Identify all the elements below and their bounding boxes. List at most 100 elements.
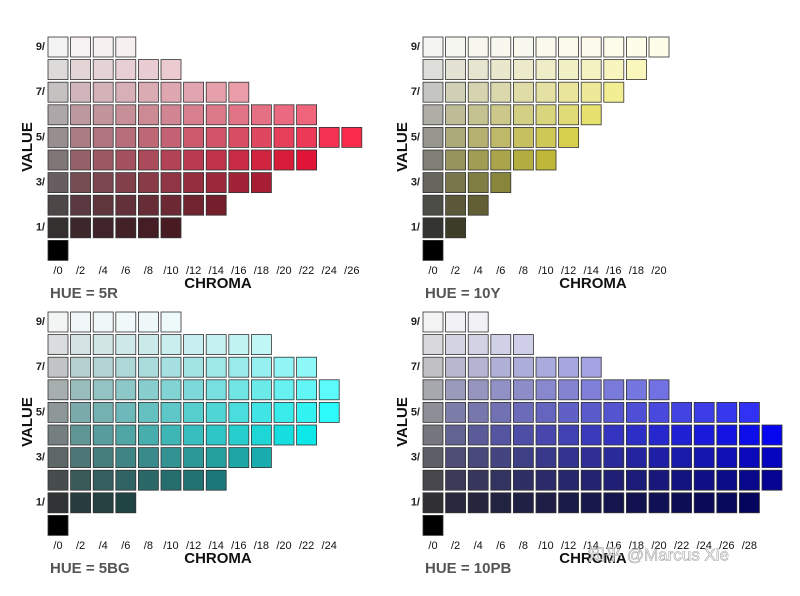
swatch — [626, 424, 647, 446]
swatch — [228, 356, 250, 378]
swatch — [467, 469, 489, 491]
swatch — [183, 447, 205, 469]
swatch — [183, 469, 205, 491]
swatch — [626, 469, 647, 491]
swatch — [115, 36, 137, 58]
swatch — [422, 469, 444, 491]
value-tick-label: 5/ — [36, 406, 45, 418]
swatch — [205, 127, 227, 148]
swatch — [70, 81, 91, 103]
swatch — [115, 401, 137, 423]
chroma-tick-label: /6 — [496, 540, 505, 552]
swatch — [115, 311, 137, 333]
swatch — [648, 401, 670, 423]
swatch — [422, 447, 444, 469]
swatch — [422, 127, 444, 148]
swatch — [250, 424, 272, 446]
value-axis-title: VALUE — [394, 397, 411, 447]
value-tick-label: 9/ — [411, 41, 420, 53]
swatch — [137, 172, 159, 194]
swatch — [490, 149, 512, 171]
swatch — [626, 59, 647, 80]
chroma-tick-label: /24 — [322, 540, 337, 552]
swatch — [70, 172, 91, 194]
swatch — [490, 492, 512, 514]
chroma-tick-label: /26 — [344, 265, 359, 277]
swatch — [580, 356, 602, 378]
swatch — [445, 81, 467, 103]
swatch — [580, 81, 602, 103]
chroma-tick-label: /20 — [276, 540, 291, 552]
swatch — [422, 59, 444, 80]
chroma-tick-label: /8 — [519, 265, 528, 277]
swatch — [535, 492, 557, 514]
swatch — [535, 356, 557, 378]
chroma-tick-label: /14 — [584, 540, 599, 552]
swatch — [183, 149, 205, 171]
swatch — [137, 311, 159, 333]
chroma-tick-label: /0 — [53, 265, 62, 277]
swatch — [273, 104, 295, 126]
swatch — [205, 149, 227, 171]
swatch — [580, 492, 602, 514]
value-tick-label: 9/ — [411, 316, 420, 328]
swatch — [160, 81, 182, 103]
swatch — [47, 401, 69, 423]
chroma-tick-label: /12 — [186, 265, 201, 277]
swatch — [92, 379, 114, 401]
swatch — [513, 59, 534, 80]
chroma-tick-label: /28 — [742, 540, 757, 552]
swatch — [467, 81, 489, 103]
chroma-tick-label: /20 — [651, 540, 666, 552]
swatch — [160, 356, 182, 378]
swatch — [535, 401, 557, 423]
swatch — [535, 379, 557, 401]
swatch — [445, 311, 467, 333]
swatch — [558, 424, 579, 446]
swatch — [490, 401, 512, 423]
chroma-tick-label: /16 — [606, 265, 621, 277]
swatch — [422, 172, 444, 194]
swatch — [580, 379, 602, 401]
swatch — [445, 36, 467, 58]
swatch — [92, 149, 114, 171]
swatch — [228, 379, 250, 401]
chroma-tick-label: /22 — [299, 265, 314, 277]
swatch — [137, 424, 159, 446]
swatch — [513, 36, 534, 58]
swatch — [137, 334, 159, 356]
value-axis-title: VALUE — [19, 122, 36, 172]
swatch — [70, 447, 91, 469]
swatch — [716, 469, 738, 491]
swatch — [92, 447, 114, 469]
swatch — [467, 194, 489, 216]
swatch — [70, 379, 91, 401]
swatch — [47, 356, 69, 378]
swatch — [580, 401, 602, 423]
swatch — [467, 311, 489, 333]
swatch — [137, 149, 159, 171]
swatch — [273, 379, 295, 401]
chroma-tick-label: /22 — [674, 540, 689, 552]
swatch — [228, 81, 250, 103]
swatch — [137, 447, 159, 469]
swatch — [603, 81, 625, 103]
hue-label: HUE = 10PB — [425, 560, 511, 577]
swatch — [137, 59, 159, 80]
swatch — [183, 356, 205, 378]
chroma-tick-label: /10 — [163, 540, 178, 552]
swatch — [137, 81, 159, 103]
swatch — [558, 81, 579, 103]
swatch — [137, 194, 159, 216]
swatch — [513, 334, 534, 356]
swatch — [47, 81, 69, 103]
value-tick-label: 3/ — [36, 177, 45, 189]
swatch — [250, 401, 272, 423]
swatch — [47, 469, 69, 491]
value-tick-label: 9/ — [36, 41, 45, 53]
swatch — [739, 401, 760, 423]
value-tick-label: 5/ — [411, 131, 420, 143]
swatch — [205, 194, 227, 216]
swatch — [318, 401, 340, 423]
swatch — [115, 104, 137, 126]
